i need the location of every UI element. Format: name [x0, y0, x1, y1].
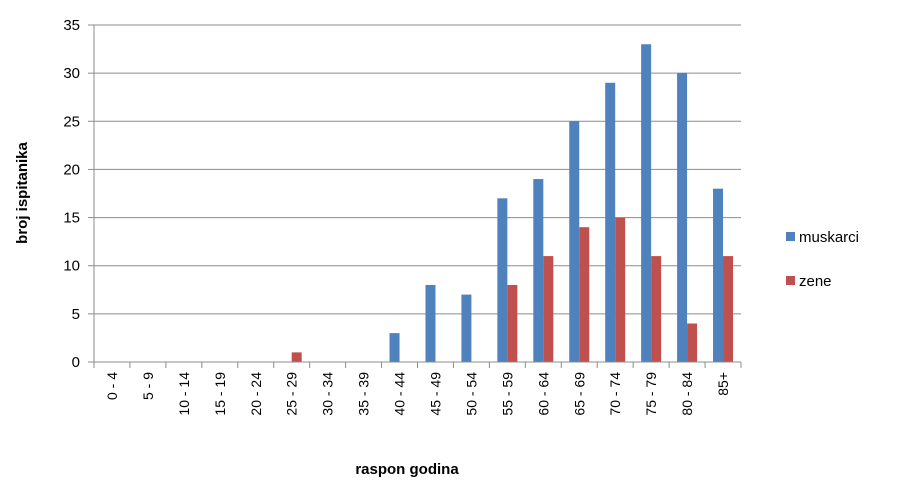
bar-muskarci-15	[641, 44, 652, 362]
bar-zene-15	[651, 256, 662, 362]
y-tick-label: 25	[63, 113, 80, 130]
x-tick-label: 70 - 74	[607, 372, 623, 416]
x-tick-label: 20 - 24	[248, 372, 264, 416]
x-tick-label: 0 - 4	[104, 372, 120, 400]
bar-muskarci-11	[497, 198, 508, 362]
x-tick-label: 25 - 29	[284, 372, 300, 416]
bar-muskarci-9	[425, 284, 436, 362]
bar-zene-13	[579, 227, 590, 362]
y-tick-label: 30	[63, 65, 80, 82]
axes	[88, 24, 742, 368]
x-tick-labels: 0 - 4 5 - 9 10 - 14 15 - 19 20 - 24 25 - 29 30…	[104, 372, 731, 416]
legend-label-muskarci: muskarci	[799, 229, 859, 246]
bar-zene-17	[723, 256, 734, 362]
x-tick-label: 40 - 44	[392, 372, 408, 416]
x-tick-label: 15 - 19	[212, 372, 228, 416]
bar-zene-5	[291, 352, 302, 362]
y-tick-label: 10	[63, 258, 80, 275]
bar-muskarci-17	[713, 188, 724, 362]
x-tick-label: 30 - 34	[320, 372, 336, 416]
x-tick-label: 45 - 49	[427, 372, 443, 416]
y-tick-label: 5	[72, 306, 80, 323]
y-axis-title: broj ispitanika	[14, 142, 31, 244]
bar-muskarci-13	[569, 121, 580, 363]
bar-zene-14	[615, 217, 626, 362]
y-tick-labels: 0 5 10 15 20 25 30 35	[63, 17, 80, 371]
bars	[291, 44, 734, 363]
y-tick-label: 20	[63, 161, 80, 178]
legend-swatch-zene	[786, 276, 795, 285]
x-tick-label: 5 - 9	[140, 372, 156, 400]
x-tick-label: 35 - 39	[356, 372, 372, 416]
x-tick-label: 50 - 54	[463, 372, 479, 416]
legend-label-zene: zene	[799, 273, 832, 290]
bar-muskarci-10	[461, 294, 472, 362]
x-tick-label: 85+	[715, 372, 731, 396]
bar-zene-12	[543, 256, 554, 362]
bar-muskarci-12	[533, 179, 544, 362]
y-tick-label: 15	[63, 210, 80, 227]
x-tick-label: 80 - 84	[679, 372, 695, 416]
x-tick-label: 55 - 59	[499, 372, 515, 416]
y-tick-label: 35	[63, 17, 80, 34]
grid-lines	[94, 24, 741, 315]
bar-zene-11	[507, 284, 518, 362]
y-tick-label: 0	[72, 354, 80, 371]
legend-swatch-muskarci	[786, 232, 795, 241]
x-axis-title: raspon godina	[355, 461, 459, 478]
bar-muskarci-14	[605, 82, 616, 363]
x-tick-label: 60 - 64	[535, 372, 551, 416]
bar-muskarci-16	[677, 73, 688, 363]
x-tick-label: 65 - 69	[571, 372, 587, 416]
x-tick-label: 75 - 79	[643, 372, 659, 416]
bar-zene-16	[687, 323, 698, 362]
bar-muskarci-8	[389, 333, 400, 362]
x-tick-label: 10 - 14	[176, 372, 192, 416]
legend: muskarci zene	[786, 229, 859, 290]
